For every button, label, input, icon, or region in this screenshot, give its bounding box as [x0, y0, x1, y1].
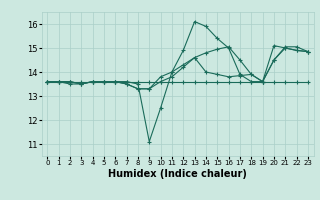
X-axis label: Humidex (Indice chaleur): Humidex (Indice chaleur) — [108, 169, 247, 179]
